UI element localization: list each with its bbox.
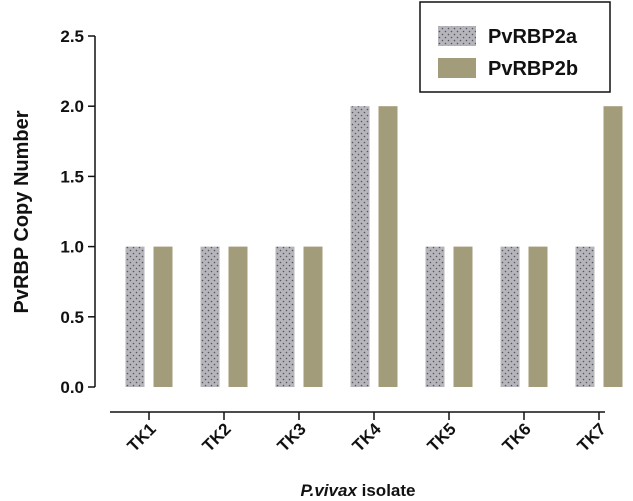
bar-pvrbp2b-tk1 — [153, 246, 173, 387]
bar-pvrbp2a-tk6 — [500, 246, 520, 387]
bar-pvrbp2a-tk4 — [350, 106, 370, 387]
y-tick-label: 0.0 — [60, 378, 84, 397]
x-tick-group: TK1 TK2 TK3 TK4 TK5 TK6 TK7 — [124, 412, 610, 456]
legend-label-pvrbp2a: PvRBP2a — [488, 26, 578, 48]
bar-pvrbp2b-tk3 — [303, 246, 323, 387]
x-axis-title: P.vivax isolate — [300, 481, 415, 500]
bar-pvrbp2b-tk2 — [228, 246, 248, 387]
legend: PvRBP2a PvRBP2b — [419, 1, 611, 93]
x-tick-label: TK5 — [424, 419, 460, 455]
y-tick-label: 2.5 — [60, 27, 84, 46]
bar-pvrbp2b-tk6 — [528, 246, 548, 387]
y-tick-label: 1.0 — [60, 238, 84, 257]
x-tick-label: TK1 — [124, 419, 160, 455]
y-tick-label: 1.5 — [60, 167, 84, 186]
bar-pvrbp2b-tk7 — [603, 106, 623, 387]
y-tick-label: 0.5 — [60, 308, 84, 327]
x-tick-label: TK3 — [274, 419, 310, 455]
x-tick-label: TK7 — [574, 419, 610, 455]
x-tick-label: TK2 — [199, 419, 235, 455]
x-tick-label: TK6 — [499, 419, 535, 455]
bar-group — [125, 106, 623, 387]
x-axis-title-rest: isolate — [357, 481, 416, 500]
legend-label-pvrbp2b: PvRBP2b — [488, 58, 578, 80]
bar-pvrbp2a-tk3 — [275, 246, 295, 387]
bar-pvrbp2a-tk5 — [425, 246, 445, 387]
legend-swatch-pvrbp2a — [438, 26, 476, 46]
x-axis-title-italic: P.vivax — [300, 481, 358, 500]
y-axis-title: PvRBP Copy Number — [11, 110, 33, 313]
bar-pvrbp2a-tk7 — [575, 246, 595, 387]
bar-pvrbp2a-tk2 — [200, 246, 220, 387]
y-tick-label: 2.0 — [60, 97, 84, 116]
bar-pvrbp2b-tk4 — [378, 106, 398, 387]
legend-swatch-pvrbp2b — [438, 58, 476, 78]
x-tick-label: TK4 — [349, 419, 386, 456]
bar-pvrbp2a-tk1 — [125, 246, 145, 387]
bar-pvrbp2b-tk5 — [453, 246, 473, 387]
y-tick-group: 0.0 0.5 1.0 1.5 2.0 2.5 — [60, 27, 95, 397]
